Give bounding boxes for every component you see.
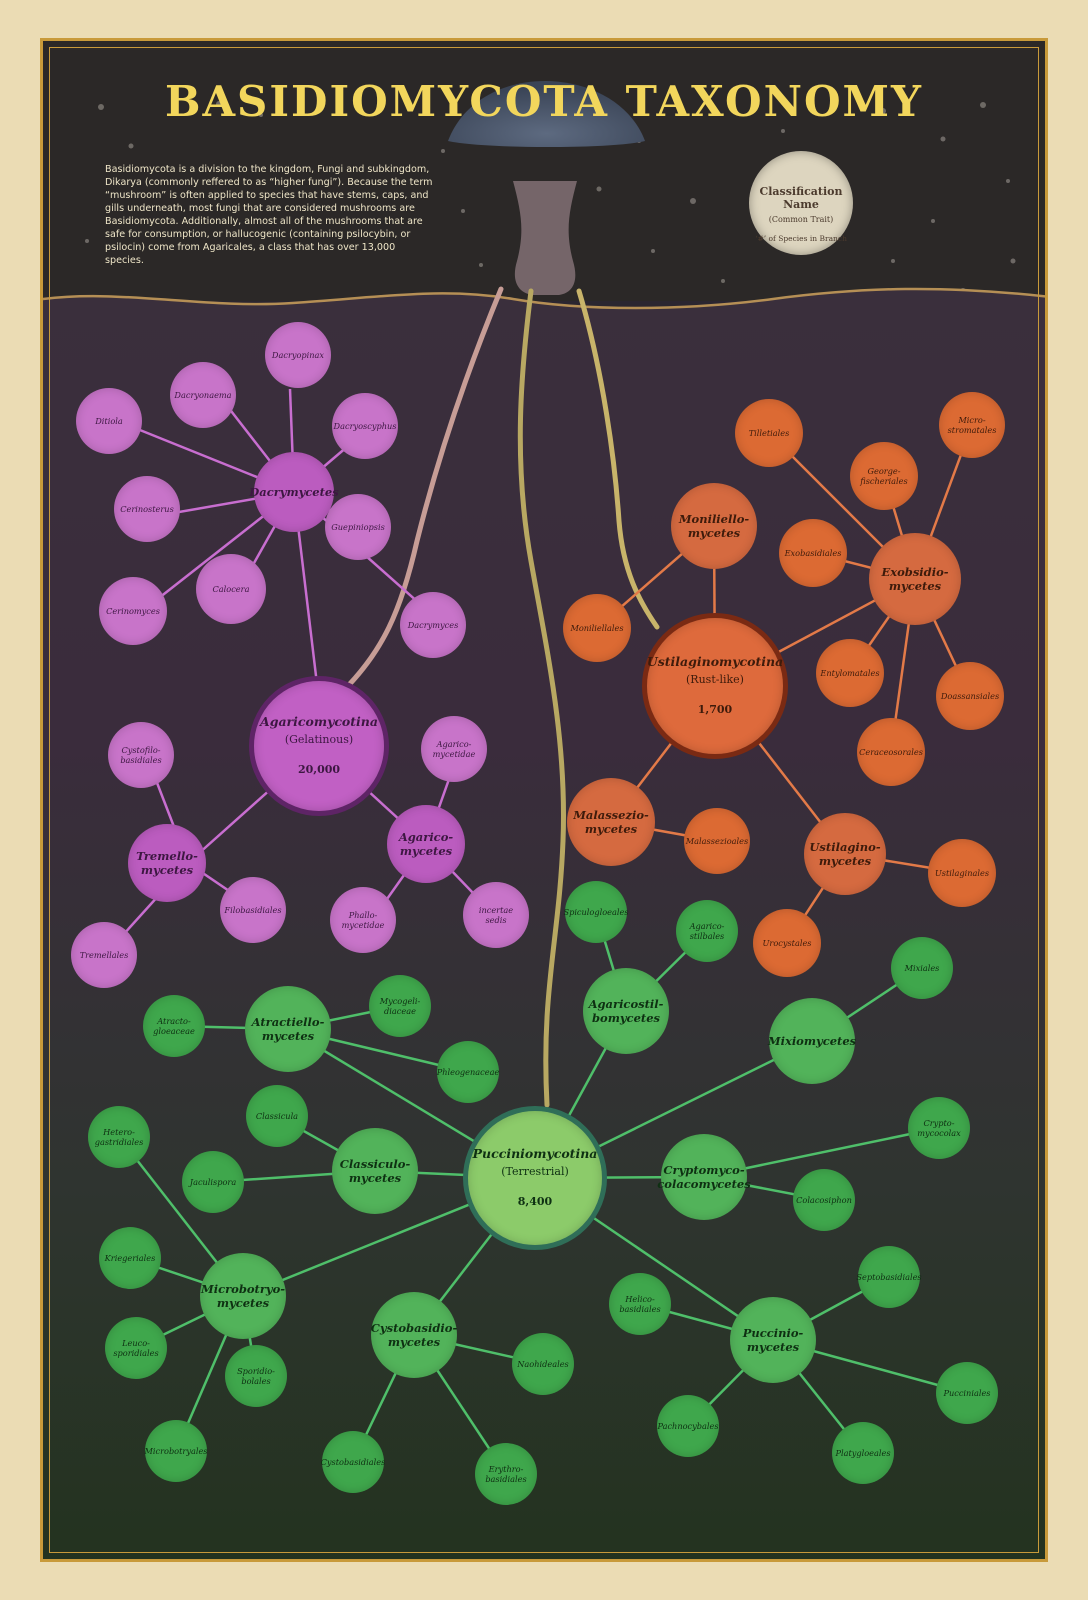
class-agaricostilbomycetes: Agaricostil-bomycetes (583, 968, 669, 1054)
legend-species: ‘#’ of Species in Branch (755, 234, 847, 243)
order-phallomycetidae: Phallo-mycetidae (330, 887, 396, 953)
order-ditiola: Ditiola (76, 388, 142, 454)
order-leucosporidiales: Leuco-sporidiales (105, 1317, 167, 1379)
legend-key: Classification Name (Common Trait) ‘#’ o… (749, 151, 853, 255)
root-pucciniomycotina: Pucciniomycotina (Terrestrial) 8,400 (463, 1106, 607, 1250)
order-jaculispora: Jaculispora (182, 1151, 244, 1213)
class-dacrymycetes: Dacrymycetes (249, 452, 339, 532)
class-tremellomycetes: Tremello-mycetes (128, 824, 206, 902)
order-mixiales: Mixiales (891, 937, 953, 999)
order-cystofilobasidiales: Cystofilo-basidiales (108, 722, 174, 788)
root-ustilaginomycotina: Ustilaginomycotina (Rust-like) 1,700 (642, 613, 788, 759)
poster-frame: BASIDIOMYCOTA TAXONOMY Basidiomycota is … (40, 38, 1048, 1562)
root-trait: (Terrestrial) (501, 1165, 569, 1178)
order-agaricomycetidae: Agarico-mycetidae (421, 716, 487, 782)
order-ustilaginales: Ustilaginales (928, 839, 996, 907)
root-agaricomycotina: Agaricomycotina (Gelatinous) 20,000 (249, 676, 389, 816)
order-doassansiales: Doassansiales (936, 662, 1004, 730)
order-cerinosterus: Cerinosterus (114, 476, 180, 542)
root-name: Ustilaginomycotina (646, 654, 784, 669)
root-lines (340, 286, 660, 1108)
root-count: 20,000 (297, 763, 341, 776)
poster-title: BASIDIOMYCOTA TAXONOMY (164, 77, 924, 126)
class-exobasidiomycetes: Exobsidio-mycetes (869, 533, 961, 625)
order-dacryopinax: Dacryopinax (265, 322, 331, 388)
order-pucciniales: Pucciniales (936, 1362, 998, 1424)
root-name: Pucciniomycotina (472, 1146, 598, 1161)
order-erythrobasidiales: Erythro-basidiales (475, 1443, 537, 1505)
class-cryptomycocolacomycetes: Cryptomyco-colacomycetes (657, 1134, 751, 1220)
order-tilletiales: Tilletiales (735, 399, 803, 467)
order-sporidiobolales: Sporidio-bolales (225, 1345, 287, 1407)
order-urocystales: Urocystales (753, 909, 821, 977)
order-microbotryales: Microbotryales (145, 1420, 208, 1482)
order-mycogelidiaceae: Mycogeli-diaceae (369, 975, 431, 1037)
soil (43, 288, 1045, 1559)
class-classiculomycetes: Classiculo-mycetes (332, 1128, 418, 1214)
class-mixiomycetes: Mixiomycetes (768, 998, 856, 1084)
class-malasseziomycetes: Malassezio-mycetes (567, 778, 655, 866)
class-atractiellomycetes: Atractiello-mycetes (245, 986, 331, 1072)
order-platygloeales: Platygloeales (832, 1422, 894, 1484)
order-entylomatales: Entylomatales (816, 639, 884, 707)
ground-line (43, 287, 1045, 310)
root-trait: (Gelatinous) (284, 733, 354, 746)
root-name: Agaricomycotina (260, 714, 378, 729)
order-colacosiphon: Colacosiphon (793, 1169, 855, 1231)
order-pachnocybales: Pachnocybales (657, 1395, 719, 1457)
order-atractogloeaceae: Atracto-gloeaceae (143, 995, 205, 1057)
order-agaricostilbales: Agarico-stilbales (676, 900, 738, 962)
class-microbotryomycetes: Microbotryo-mycetes (200, 1253, 286, 1339)
root-trait: (Rust-like) (686, 673, 744, 686)
order-exobasidiales: Exobasidiales (779, 519, 847, 587)
intro-paragraph: Basidiomycota is a division to the kingd… (105, 164, 433, 266)
order-heterogastridiales: Hetero-gastridiales (88, 1106, 150, 1168)
class-ustilaginomycetes: Ustilagino-mycetes (804, 813, 886, 895)
order-malasseziales: Malassezioales (684, 808, 750, 874)
order-phleogenaceae: Phleogenaceae (437, 1041, 499, 1103)
order-filobasidiales: Filobasidiales (220, 877, 286, 943)
legend-name: Classification Name (759, 185, 843, 211)
order-naohideales: Naohideales (512, 1333, 574, 1395)
order-spiculogloeales: Spiculogloeales (563, 881, 629, 943)
legend-trait: (Common Trait) (768, 215, 834, 224)
class-cystobasidiomycetes: Cystobasidio-mycetes (371, 1292, 457, 1378)
root-count: 8,400 (517, 1195, 553, 1208)
order-moniliellales: Moniliellales (563, 594, 631, 662)
order-dacryonaema: Dacryonaema (170, 362, 236, 428)
mushroom (448, 81, 645, 295)
order-classicula: Classicula (246, 1085, 308, 1147)
order-dacrymyces: Dacrymyces (400, 592, 466, 658)
order-incertae-sedis: incertae sedis (463, 882, 529, 948)
order-helicobasidiales: Helico-basidiales (609, 1273, 671, 1335)
order-dacryoscyphus: Dacryoscyphus (332, 393, 398, 459)
order-cystobasidiales: Cystobasidiales (321, 1431, 385, 1493)
order-cerinomyces: Cerinomyces (99, 577, 167, 645)
order-septobasidiales: Septobasidiales (856, 1246, 922, 1308)
background-scene (43, 41, 1045, 1559)
order-calocera: Calocera (196, 554, 266, 624)
order-tremellales: Tremellales (71, 922, 137, 988)
class-agaricomycetes: Agarico-mycetes (387, 805, 465, 883)
order-cryptomycocolax: Crypto-mycocolax (908, 1097, 970, 1159)
class-pucciniomycetes: Puccinio-mycetes (730, 1297, 816, 1383)
order-guepiniopsis: Guepiniopsis (325, 494, 391, 560)
order-kriegeriales: Kriegeriales (99, 1227, 161, 1289)
order-georgefischeriales: George-fischeriales (850, 442, 918, 510)
order-microstromatales: Micro-stromatales (939, 392, 1005, 458)
root-count: 1,700 (697, 703, 733, 716)
class-moniliellomycetes: Moniliello-mycetes (671, 483, 757, 569)
order-ceraceosorales: Ceraceosorales (857, 718, 925, 786)
